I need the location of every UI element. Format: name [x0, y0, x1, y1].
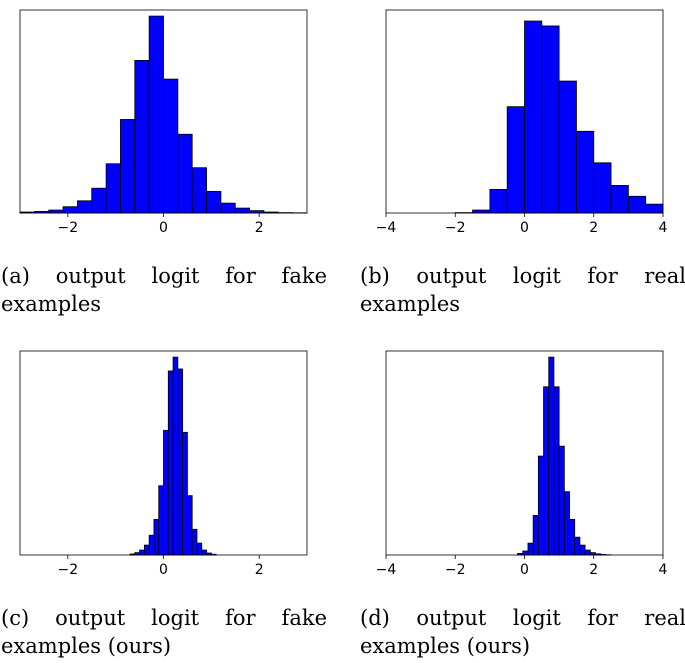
histogram-bar	[524, 20, 543, 214]
histogram-bar	[206, 190, 222, 214]
x-tick-label: 2	[255, 562, 264, 578]
x-tick-label: 2	[255, 220, 264, 236]
histogram-bar	[105, 163, 121, 214]
histogram-bar	[62, 206, 78, 214]
histogram-panel-d: −4 −2 0 2 4	[356, 340, 685, 590]
plot-frame	[385, 350, 664, 556]
histogram-bar	[148, 15, 164, 214]
histogram-bar	[158, 485, 164, 556]
histogram-bar	[139, 549, 145, 556]
histogram-bar	[91, 187, 107, 214]
histogram-bar	[569, 518, 576, 556]
bars	[129, 356, 217, 556]
histogram-bar	[201, 549, 207, 556]
x-tick-label: −4	[376, 220, 397, 236]
histogram-bar	[48, 209, 64, 214]
bars	[454, 20, 664, 214]
histogram-bar	[522, 550, 529, 556]
histogram-bar	[584, 549, 591, 556]
histogram-bar	[191, 167, 207, 214]
histogram-panel-c: −2 0 2	[0, 340, 340, 590]
histogram-chart-b: −4 −2 0 2 4	[376, 9, 668, 236]
histogram-bar	[506, 106, 525, 214]
x-tick-label: −2	[58, 220, 79, 236]
histogram-bar	[543, 386, 550, 556]
histogram-bar	[558, 445, 565, 556]
histogram-bar	[163, 429, 169, 556]
histogram-bar	[191, 528, 198, 556]
x-tick-label: −4	[376, 562, 397, 578]
caption-a: (a) output logit for fake examples	[1, 264, 327, 316]
histogram-bar	[548, 356, 555, 556]
histogram-bar	[177, 133, 193, 214]
histogram-panel-b: −4 −2 0 2 4	[356, 0, 685, 250]
histogram-bar	[167, 370, 174, 556]
histogram-chart-d: −4 −2 0 2 4	[376, 350, 668, 578]
histogram-bar	[527, 542, 534, 556]
x-tick-label: 0	[520, 220, 529, 236]
histogram-bar	[234, 207, 251, 214]
histogram-bar	[563, 491, 570, 556]
caption-d: (d) output logit for real examples (ours…	[360, 606, 685, 658]
histogram-bar	[148, 534, 155, 556]
histogram-bar	[645, 203, 664, 214]
histogram-bar	[593, 162, 612, 214]
caption-b: (b) output logit for real examples	[360, 264, 685, 316]
histogram-bar	[220, 202, 236, 214]
histogram-bar	[77, 200, 93, 214]
x-tick-label: 2	[589, 562, 598, 578]
histogram-panel-a: −2 0 2	[0, 0, 340, 250]
x-tick-label: 0	[159, 562, 168, 578]
histogram-chart-a: −2 0 2	[19, 9, 308, 236]
x-tick-label: 0	[520, 562, 529, 578]
x-tick-label: −2	[445, 562, 466, 578]
histogram-bar	[472, 209, 491, 214]
histogram-bar	[187, 495, 193, 556]
histogram-bar	[153, 518, 160, 556]
histogram-bar	[172, 356, 179, 556]
x-tick-label: 0	[159, 220, 168, 236]
histogram-bar	[134, 59, 150, 214]
histogram-bar	[576, 130, 595, 214]
histogram-bar	[177, 368, 184, 556]
histogram-bar	[143, 544, 150, 556]
histogram-chart-c: −2 0 2	[19, 350, 308, 578]
histogram-bar	[182, 431, 188, 556]
histogram-bar	[120, 119, 136, 214]
caption-c: (c) output logit for fake examples (ours…	[1, 606, 327, 658]
bars	[517, 356, 612, 556]
histogram-bar	[532, 515, 539, 556]
histogram-bar	[553, 386, 560, 556]
histogram-bar	[537, 455, 544, 556]
histogram-bar	[558, 80, 577, 214]
histogram-bar	[627, 195, 647, 214]
histogram-bar	[579, 544, 586, 556]
histogram-bar	[574, 536, 581, 556]
histogram-bar	[163, 78, 179, 214]
histogram-bar	[196, 542, 203, 556]
x-tick-label: 2	[589, 220, 598, 236]
x-tick-label: −2	[445, 220, 466, 236]
x-tick-label: 4	[659, 220, 668, 236]
histogram-bar	[610, 185, 629, 214]
bars	[19, 15, 308, 214]
x-tick-label: −2	[58, 562, 79, 578]
histogram-bar	[541, 25, 560, 214]
histogram-bar	[489, 188, 508, 214]
x-tick-label: 4	[659, 562, 668, 578]
